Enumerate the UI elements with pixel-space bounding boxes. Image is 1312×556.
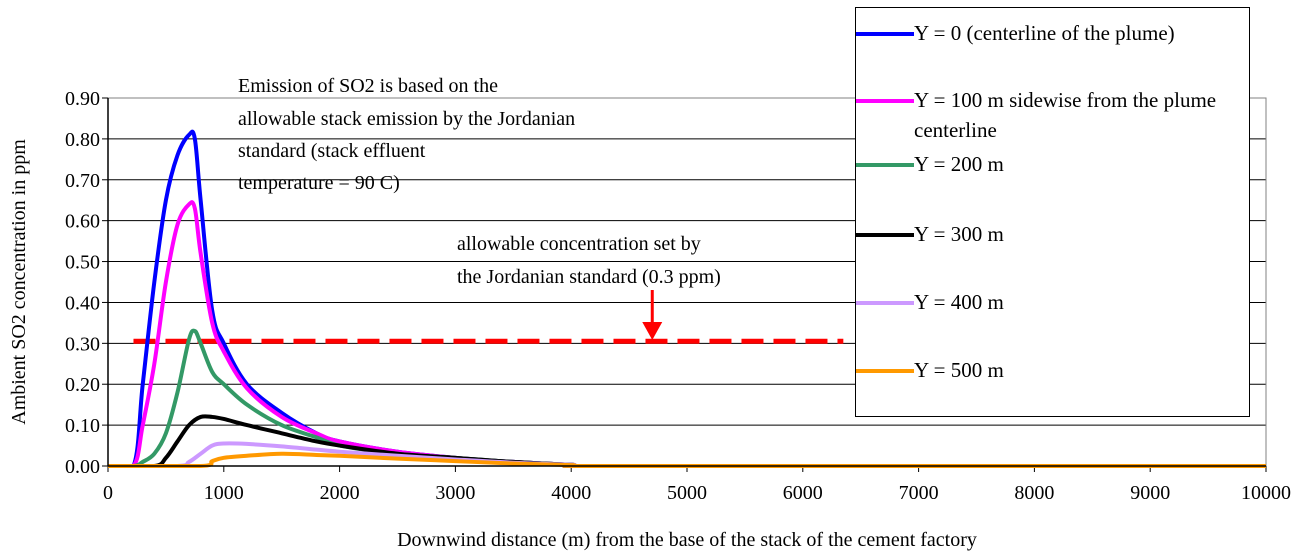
y-tick-label: 0.10 [65,415,100,437]
y-tick-label: 0.80 [65,129,100,151]
emission-note-line-1: Emission of SO2 is based on the [238,75,498,97]
legend-label-y100: Y = 100 m sidewise from the plume center… [914,88,1217,142]
emission-note-line-2: allowable stack emission by the Jordania… [238,108,575,130]
y-tick-label: 0.20 [65,374,100,396]
legend-swatch-y0 [856,32,914,36]
x-tick-label: 2000 [320,482,360,504]
series-line-5 [108,451,1266,469]
legend-label-y300: Y = 300 m [914,222,1004,246]
x-tick-label: 3000 [435,482,475,504]
emission-note-line-3: standard (stack effluent [238,140,426,162]
standard-arrow [642,290,663,340]
y-tick-label: 0.70 [65,170,100,192]
legend-label-y500: Y = 500 m [914,358,1004,382]
legend-swatch-y400 [856,301,914,305]
y-tick-label: 0.90 [65,88,100,110]
x-tick-label: 7000 [899,482,939,504]
arrow-head [642,322,663,340]
x-tick-label: 0 [103,482,113,504]
x-tick-label: 4000 [551,482,591,504]
emission-note: Emission of SO2 is based on the allowabl… [238,75,575,194]
x-axis-title: Downwind distance (m) from the base of t… [397,529,977,551]
x-tick-label: 1000 [204,482,244,504]
legend: Y = 0 (centerline of the plume) Y = 100 … [855,7,1250,417]
y-axis-title: Ambient SO2 concentration in ppm [8,139,30,425]
standard-note: allowable concentration set by the Jorda… [457,233,721,288]
standard-note-line-1: allowable concentration set by [457,233,701,255]
legend-swatch-y500 [856,369,914,373]
y-tick-label: 0.30 [65,333,100,355]
standard-note-line-2: the Jordanian standard (0.3 ppm) [457,266,721,288]
x-tick-label: 10000 [1241,482,1291,504]
y-tick-label: 0.40 [65,292,100,314]
y-tick-label: 0.50 [65,252,100,274]
legend-swatch-y200 [856,163,914,167]
y-tick-label: 0.00 [65,456,100,478]
legend-label-y0: Y = 0 (centerline of the plume) [914,21,1175,45]
legend-swatch-y300 [856,233,914,237]
x-axis-ticks: 0 1000 2000 3000 4000 5000 6000 7000 8000 9000 100… [103,466,1291,504]
legend-label-y400: Y = 400 m [914,290,1004,314]
y-axis-ticks: 0.00 0.10 0.20 0.30 0.40 0.50 0.60 0.70 0.80 0.90 [65,88,108,478]
legend-swatch-y100 [856,99,914,103]
x-tick-label: 6000 [783,482,823,504]
emission-note-line-4: temperature = 90 C) [238,172,400,194]
x-tick-label: 9000 [1130,482,1170,504]
x-tick-label: 5000 [667,482,707,504]
y-tick-label: 0.60 [65,211,100,233]
x-tick-label: 8000 [1014,482,1054,504]
legend-label-y200: Y = 200 m [914,152,1004,176]
